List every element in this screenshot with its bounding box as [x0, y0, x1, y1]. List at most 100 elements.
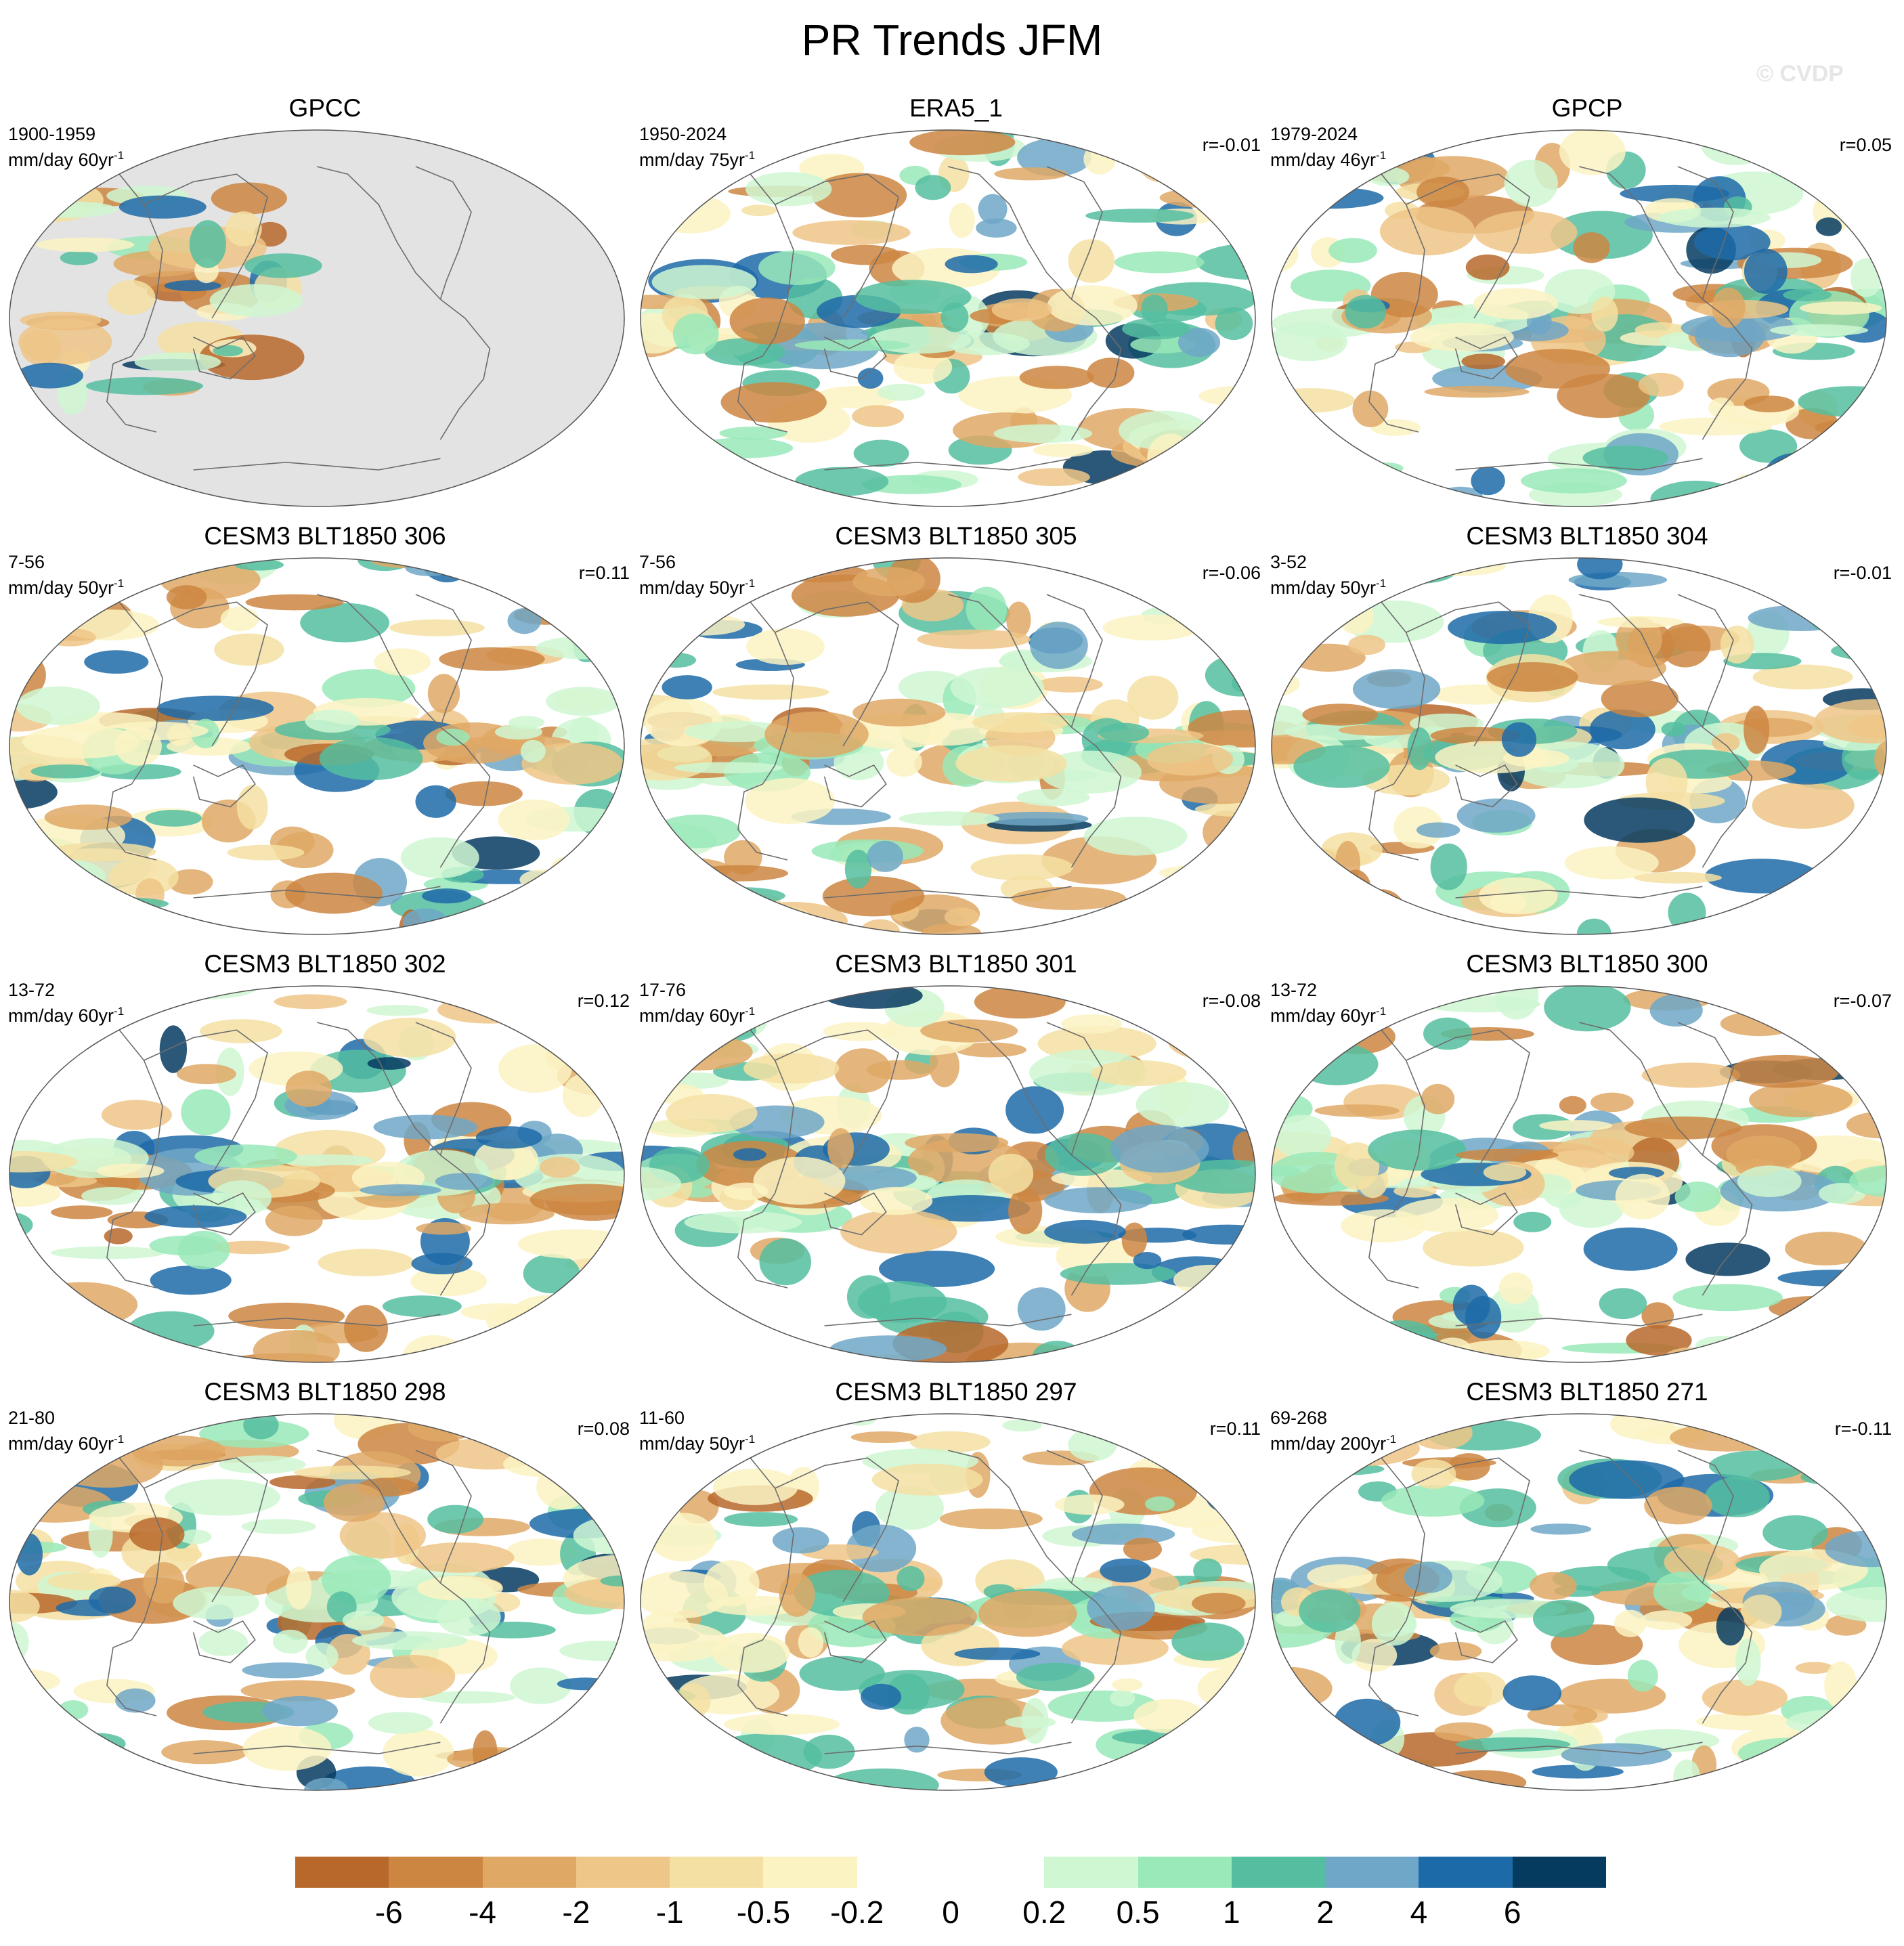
panel-units: mm/day 50yr-1	[639, 1429, 755, 1454]
coastline	[1677, 1450, 1734, 1584]
trend-contour	[896, 1565, 925, 1592]
trend-contour	[1474, 211, 1578, 254]
trend-contour	[1744, 706, 1770, 754]
panel-years: 13-72	[1270, 980, 1318, 1000]
trend-contour	[1145, 1496, 1175, 1512]
trend-contour	[723, 923, 794, 934]
trend-contour	[1429, 1641, 1482, 1661]
trend-contour	[286, 1566, 312, 1610]
trend-contour	[745, 778, 836, 824]
trend-contour	[551, 857, 578, 880]
trend-contour	[1068, 1428, 1117, 1462]
coastline	[106, 783, 157, 861]
trend-contour	[1016, 1662, 1095, 1691]
coastline	[144, 173, 268, 319]
trend-contour	[164, 280, 221, 292]
coastline	[439, 299, 491, 440]
coastline	[1578, 166, 1703, 300]
coastline	[1368, 1211, 1419, 1289]
trend-contour	[886, 747, 922, 777]
colorbar-swatch	[1419, 1857, 1513, 1888]
trend-contour	[1454, 1672, 1507, 1707]
trend-contour	[569, 859, 597, 879]
colorbar-tick-label: -1	[655, 1895, 684, 1930]
trend-contour	[1275, 472, 1393, 502]
trend-contour	[1668, 892, 1706, 933]
trend-contour	[79, 897, 169, 911]
map-boundary	[640, 557, 1256, 935]
trend-contour	[976, 218, 1017, 238]
panel-title: CESM3 BLT1850 271	[1466, 1378, 1708, 1406]
trend-contour	[44, 628, 96, 647]
trend-contour	[33, 1311, 85, 1355]
trend-contour	[1325, 1761, 1423, 1790]
map-boundary	[640, 985, 1256, 1363]
panel-units: mm/day 46yr-1	[1270, 145, 1386, 171]
trend-contour	[949, 202, 975, 238]
trend-contour	[1423, 1017, 1472, 1050]
trend-contour	[534, 1439, 561, 1452]
trend-contour	[905, 1133, 1009, 1152]
trend-contour	[1589, 709, 1656, 750]
panel-units-text: mm/day 50yr	[639, 1433, 745, 1454]
panel-title: CESM3 BLT1850 301	[835, 950, 1077, 978]
panel-units-exponent: -1	[114, 1433, 125, 1446]
trend-contour	[1620, 184, 1730, 203]
coastline	[1702, 1582, 1753, 1724]
trend-contour	[92, 986, 211, 1000]
trend-contour	[1461, 353, 1505, 370]
trend-contour	[1783, 288, 1832, 301]
coastline	[1368, 355, 1419, 433]
trend-contour	[507, 608, 542, 634]
trend-contour	[213, 345, 244, 357]
panel-title: CESM3 BLT1850 298	[204, 1378, 446, 1406]
trend-contour	[272, 1629, 308, 1654]
trend-contour	[194, 1144, 298, 1169]
trend-contour	[1456, 798, 1536, 833]
coastline	[775, 173, 899, 319]
trend-contour	[1817, 1031, 1886, 1052]
colorbar-tick-label: 2	[1316, 1895, 1334, 1930]
trend-contour	[1641, 1610, 1693, 1630]
trend-contour	[225, 211, 262, 246]
trend-contour	[1087, 1585, 1155, 1630]
trend-contour	[1008, 1187, 1043, 1234]
trend-contour	[118, 195, 207, 219]
trend-contour	[9, 885, 62, 909]
trend-contour	[1068, 239, 1115, 283]
coastline	[1368, 1639, 1419, 1716]
trend-contour	[724, 1713, 840, 1735]
trend-contour	[1141, 295, 1168, 324]
coastline	[316, 1450, 441, 1584]
trend-contour	[1584, 797, 1695, 843]
trend-contour	[1407, 727, 1432, 771]
trend-contour	[1791, 1303, 1880, 1326]
trend-contour	[559, 1641, 624, 1662]
trend-contour	[723, 461, 761, 506]
colorbar-tick-label: -2	[562, 1895, 590, 1930]
trend-contour	[656, 652, 696, 668]
coastline	[1368, 783, 1419, 861]
trend-contour	[1348, 634, 1385, 655]
coastline	[823, 1620, 887, 1664]
trend-contour	[954, 1647, 1041, 1660]
trend-contour	[435, 1437, 545, 1470]
coastline	[192, 1620, 256, 1664]
trend-contour	[427, 1505, 483, 1534]
coastline	[1046, 594, 1103, 728]
trend-contour	[1456, 1737, 1571, 1752]
trend-contour	[1217, 179, 1249, 207]
trend-contour	[857, 368, 884, 389]
trend-contour	[1189, 1317, 1255, 1332]
trend-contour	[529, 1184, 624, 1215]
trend-contour	[81, 1187, 143, 1205]
coastline	[823, 764, 887, 808]
trend-contour	[420, 1691, 516, 1704]
trend-contour	[101, 1100, 172, 1130]
coastline	[316, 594, 441, 728]
trend-contour	[671, 448, 706, 472]
trend-contour	[1810, 588, 1886, 608]
panel-correlation: r=0.11	[578, 563, 630, 583]
trend-contour	[1133, 1252, 1162, 1270]
coastline	[824, 1314, 1072, 1326]
